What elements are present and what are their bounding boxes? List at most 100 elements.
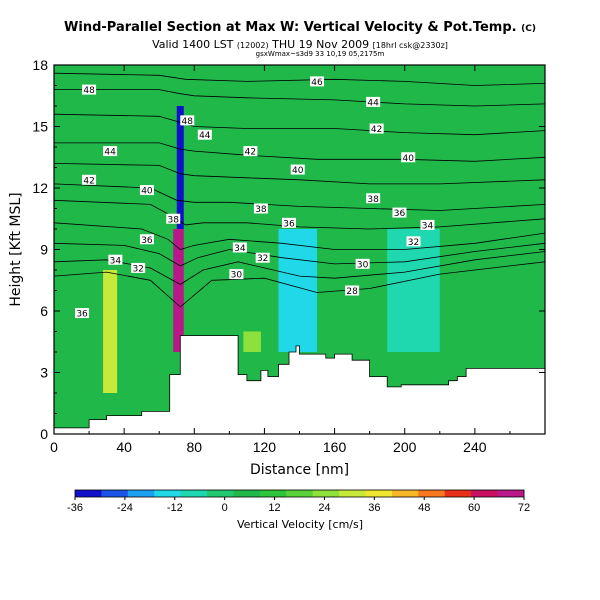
isentrope-label-box <box>281 217 296 228</box>
colorbar-tick-label: -12 <box>167 502 183 514</box>
velocity-cell <box>103 270 118 393</box>
colorbar-swatch <box>418 490 446 497</box>
y-tick-label: 6 <box>40 303 48 319</box>
isentrope-label: 42 <box>245 148 256 158</box>
isentrope-line <box>54 163 545 185</box>
isentrope-label: 40 <box>402 154 414 164</box>
colorbar-swatch <box>233 490 261 497</box>
isentrope-label: 48 <box>182 117 194 127</box>
y-tick-label: 0 <box>40 426 48 442</box>
isentrope-label: 46 <box>311 78 323 88</box>
isentrope-label-box <box>369 123 384 134</box>
isentrope-label: 34 <box>110 256 122 266</box>
y-tick-label: 3 <box>40 365 48 381</box>
colorbar-swatch <box>259 490 287 497</box>
isentrope-label-box <box>82 174 97 185</box>
isentrope-label-box <box>255 252 270 263</box>
isentrope-label-box <box>290 164 305 175</box>
colorbar-label: Vertical Velocity [cm/s] <box>236 518 364 531</box>
isentrope-label: 36 <box>283 219 295 229</box>
isentrope-line <box>54 242 545 267</box>
isentrope-label-box <box>82 84 97 95</box>
isentrope-line <box>54 89 545 107</box>
colorbar-swatch <box>497 490 525 497</box>
x-axis-label: Distance [nm] <box>250 462 349 478</box>
x-tick-label: 40 <box>116 439 132 455</box>
colorbar-swatch <box>127 490 155 497</box>
isentrope-label-box <box>229 269 244 280</box>
isentrope-label: 32 <box>132 264 143 274</box>
isentrope-label-box <box>131 262 146 273</box>
colorbar-frame <box>74 489 525 498</box>
colorbar-tick-label: 48 <box>418 502 430 514</box>
colorbar-swatch <box>365 490 393 497</box>
isentrope-label: 30 <box>357 260 369 270</box>
colorbar-tick-label: 60 <box>468 502 480 514</box>
isentrope-label: 48 <box>83 86 95 96</box>
terrain-mask <box>54 335 545 434</box>
velocity-cell <box>278 229 318 352</box>
velocity-cell <box>243 331 261 352</box>
isentrope-label-box <box>103 146 118 157</box>
chart-subtitle: Valid 1400 LST (12002) THU 19 Nov 2009 [… <box>152 38 448 51</box>
colorbar-swatch <box>286 490 314 497</box>
colorbar-swatch <box>101 490 129 497</box>
isentrope-label: 42 <box>371 125 382 135</box>
isentrope-label: 36 <box>394 209 406 219</box>
isentrope-label: 28 <box>346 287 358 297</box>
isentrope-label-box <box>197 129 212 140</box>
colorbar-swatch <box>391 490 419 497</box>
colorbar-tick-label: 12 <box>268 502 280 514</box>
colorbar-swatch <box>471 490 498 497</box>
terrain-polygon <box>54 335 545 434</box>
isentrope-label: 34 <box>234 244 246 254</box>
isentrope-line <box>54 261 545 308</box>
isentrope-label: 32 <box>257 254 268 264</box>
isentrope-line <box>54 222 545 250</box>
colorbar-swatch <box>207 490 234 497</box>
isentrope-label-box <box>420 219 435 230</box>
isentrope-line <box>54 199 545 230</box>
isentrope-label-box <box>232 242 247 253</box>
isentrope-label: 36 <box>76 310 88 320</box>
isentrope-label: 42 <box>83 176 94 186</box>
colorbar-swatch <box>180 490 208 497</box>
y-tick-label: 15 <box>32 119 48 135</box>
isentrope-label-box <box>108 254 123 265</box>
x-tick-label: 240 <box>463 439 487 455</box>
colorbar-tick-label: 0 <box>222 502 228 514</box>
isentrope-label: 40 <box>292 166 304 176</box>
isentrope-line <box>54 113 545 136</box>
isentrope-label: 38 <box>168 215 180 225</box>
colorbar-tick-label: 36 <box>368 502 380 514</box>
isentrope-label-box <box>310 76 325 87</box>
isentrope-label-box <box>139 185 154 196</box>
isentrope-label: 32 <box>408 238 419 248</box>
isentrope-labels: 48 46 44 48 44 42 44 42 40 42 40 40 38 38 36 38 36 34 36 32… <box>75 76 435 320</box>
isentrope-label: 36 <box>141 236 153 246</box>
isentrope-line <box>54 183 545 211</box>
isentrope-label-box <box>180 115 195 126</box>
isentrope-label-box <box>401 152 416 163</box>
y-axis-label: Height [Kft MSL] <box>8 192 24 306</box>
colorbar-swatch <box>444 490 472 497</box>
velocity-cell <box>173 229 184 352</box>
colorbar-swatch <box>339 490 366 497</box>
isentrope-label-box <box>243 146 258 157</box>
isentrope-label-box <box>139 234 154 245</box>
isentrope-label: 30 <box>231 271 243 281</box>
isentrope-label-box <box>366 193 381 204</box>
run-id-line: gsxWmax~s3d9 33 10,19 05,2175m <box>255 50 385 58</box>
x-tick-label: 80 <box>186 439 202 455</box>
colorbar-tick-label: -24 <box>117 502 133 514</box>
x-tick-label: 120 <box>253 439 277 455</box>
x-tick-label: 200 <box>393 439 417 455</box>
isentrope-label: 38 <box>255 205 267 215</box>
isentrope-label: 40 <box>141 187 153 197</box>
y-tick-label: 9 <box>40 242 48 258</box>
chart-title: Wind-Parallel Section at Max W: Vertical… <box>64 20 536 35</box>
isentrope-label-box <box>406 236 421 247</box>
velocity-cell <box>176 106 184 229</box>
